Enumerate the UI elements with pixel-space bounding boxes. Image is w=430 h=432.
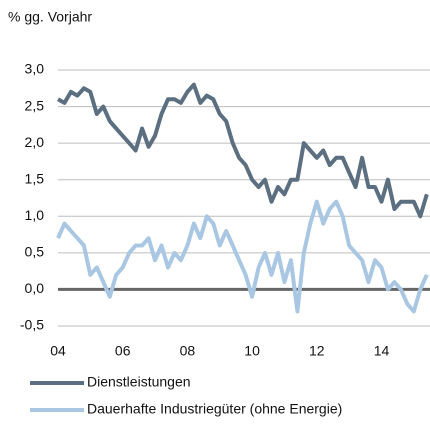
y-tick-label: 2,0 [25, 134, 45, 150]
series-line [57, 82, 429, 219]
legend-label: Dauerhafte Industriegüter (ohne Energie) [87, 401, 342, 417]
y-tick-label: -0,5 [20, 317, 44, 333]
x-tick-label: 04 [50, 343, 66, 359]
x-tick-label: 12 [309, 343, 325, 359]
series-line [56, 199, 429, 314]
x-tick-label: 14 [374, 343, 390, 359]
x-tick-label: 10 [244, 343, 260, 359]
y-tick-label: 0,5 [25, 244, 45, 260]
y-tick-label: 3,0 [25, 61, 45, 77]
y-axis-label: % gg. Vorjahr [8, 9, 92, 25]
x-tick-label: 06 [115, 343, 131, 359]
y-tick-label: 1,5 [25, 170, 45, 186]
x-tick-label: 08 [180, 343, 196, 359]
y-tick-label: 1,0 [25, 207, 45, 223]
y-tick-label: 2,5 [25, 97, 45, 113]
legend-label: Dienstleistungen [87, 374, 191, 390]
y-tick-label: 0,0 [25, 280, 45, 296]
